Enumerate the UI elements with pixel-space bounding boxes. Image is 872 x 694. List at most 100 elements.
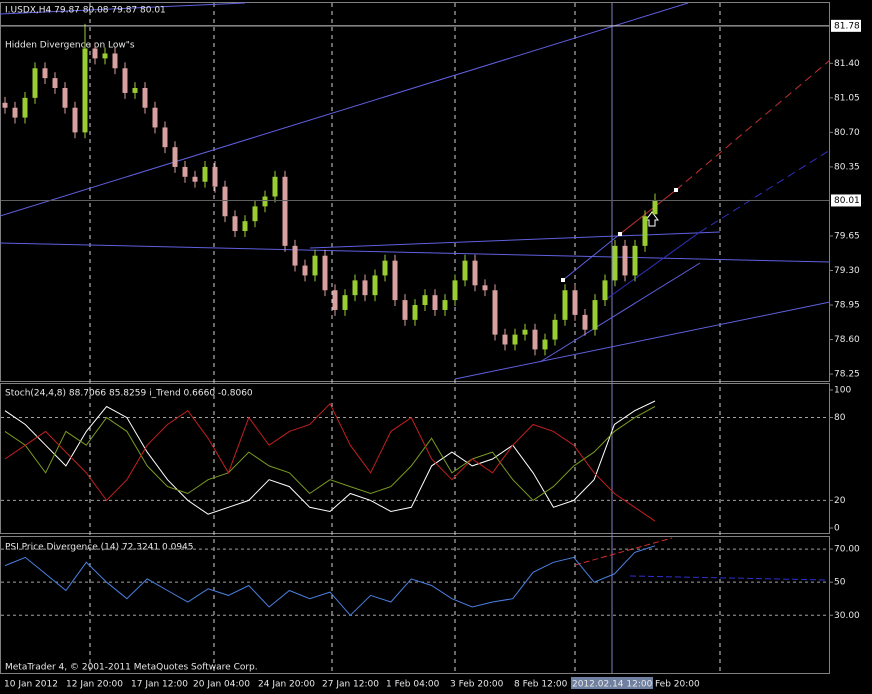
psi-title: PSI Price Divergence (14) 72.3241 0.0945: [5, 543, 194, 553]
indicator-line: [4, 545, 656, 617]
candle-body: [452, 280, 458, 301]
y-tick-label: 78.95: [834, 301, 860, 311]
candle-body: [482, 285, 488, 291]
candle-body: [432, 295, 438, 310]
x-tick-label: 8 Feb 12:00: [514, 680, 568, 690]
candle-body: [242, 221, 248, 232]
candle-body: [652, 200, 658, 215]
candle-body: [412, 305, 418, 320]
candle-body: [542, 339, 548, 350]
x-tick-label: 2012.02.14 12:00: [572, 680, 653, 690]
x-tick-label: 27 Jan 12:00: [322, 680, 379, 690]
candle-body: [152, 107, 158, 128]
psi-panel: [0, 536, 830, 674]
candle-body: [292, 245, 298, 266]
candle-body: [42, 68, 48, 79]
trendlines: [0, 2, 831, 581]
y-tick-label: 78.25: [834, 370, 860, 380]
candle-body: [272, 176, 278, 197]
candle-body: [222, 186, 228, 217]
candle-body: [192, 176, 198, 182]
candle-body: [462, 260, 468, 281]
candle-body: [322, 255, 328, 291]
candle-body: [522, 329, 528, 335]
period-separators: [89, 3, 721, 673]
price-label-box: [831, 194, 861, 207]
chart-title: I.USDX,H4 79.87 80.08 79.87 80.01: [5, 6, 166, 16]
candle-body: [142, 87, 148, 108]
candle-body: [592, 300, 598, 330]
candle-body: [502, 334, 508, 345]
candle-body: [642, 216, 648, 246]
x-tick-label: 24 Jan 20:00: [258, 680, 315, 690]
candle-body: [2, 102, 8, 108]
candle-body: [512, 334, 518, 345]
candle-body: [112, 53, 118, 69]
x-tick-label: Feb 20:00: [655, 680, 700, 690]
y-tick-label: 79.30: [834, 266, 860, 276]
candle-body: [22, 97, 28, 118]
candle-body: [302, 265, 308, 276]
candle-body: [82, 48, 88, 133]
time-axis: 10 Jan 2012 12 Jan 20:00 17 Jan 12:00 20 Ja…: [4, 677, 700, 690]
candle-body: [282, 176, 288, 246]
indicator-line: [4, 402, 656, 522]
candle-body: [422, 295, 428, 306]
candle-body: [212, 166, 218, 187]
candle-body: [332, 290, 338, 310]
candle-body: [132, 87, 138, 93]
stoch-title: Stoch(24,4,8) 88.7066 85.8259 i_Trend 0.…: [5, 389, 253, 399]
y-tick-label: 70.00: [834, 545, 860, 555]
candle-body: [172, 147, 178, 167]
candle-body: [632, 245, 638, 276]
candle-body: [362, 280, 368, 296]
candle-body: [202, 166, 208, 182]
candle-body: [72, 107, 78, 133]
x-tick-label: 17 Jan 12:00: [131, 680, 188, 690]
candle-body: [582, 314, 588, 330]
candle-body: [182, 166, 188, 177]
y-tick-label: 80: [834, 413, 846, 423]
indicator-label: Hidden Divergence on Low"s: [5, 41, 135, 51]
candle-body: [492, 290, 498, 335]
y-tick-label: 80.35: [834, 162, 860, 172]
candle-body: [52, 78, 58, 88]
y-tick-label: 80.70: [834, 128, 860, 138]
price-label: 80.01: [834, 196, 860, 206]
candle-body: [472, 260, 478, 286]
price-label-box: [831, 19, 861, 32]
candle-body: [562, 290, 568, 320]
y-tick-label: 20: [834, 496, 846, 506]
candle-body: [602, 280, 608, 301]
candle-body: [312, 255, 318, 276]
x-tick-label: 20 Jan 04:00: [193, 680, 250, 690]
price-panel: [0, 2, 830, 382]
candle-body: [402, 300, 408, 320]
candle-body: [122, 68, 128, 93]
footer: MetaTrader 4, © 2001-2011 MetaQuotes Sof…: [5, 663, 258, 673]
y-tick-label: 79.65: [834, 231, 860, 241]
candle-body: [12, 107, 18, 118]
y-tick-label: 78.60: [834, 335, 860, 345]
candle-body: [532, 329, 538, 350]
y-tick-label: 30.00: [834, 611, 860, 621]
x-tick-label: 1 Feb 04:00: [386, 680, 440, 690]
candle-body: [62, 87, 68, 108]
candle-body: [342, 295, 348, 310]
candle-body: [32, 68, 38, 98]
indicator-line: [4, 400, 656, 515]
stoch-panel: [0, 383, 830, 534]
price-label: 81.78: [834, 21, 860, 31]
candle-body: [612, 245, 618, 281]
candle-body: [252, 206, 258, 222]
crosshair-date-box: [571, 677, 653, 689]
candle-body: [572, 290, 578, 315]
y-tick-label: 50: [834, 578, 846, 588]
candle-body: [372, 275, 378, 296]
candle-body: [102, 53, 108, 59]
x-tick-label: 3 Feb 20:00: [450, 680, 504, 690]
candle-body: [622, 245, 628, 276]
candle-body: [352, 280, 358, 296]
